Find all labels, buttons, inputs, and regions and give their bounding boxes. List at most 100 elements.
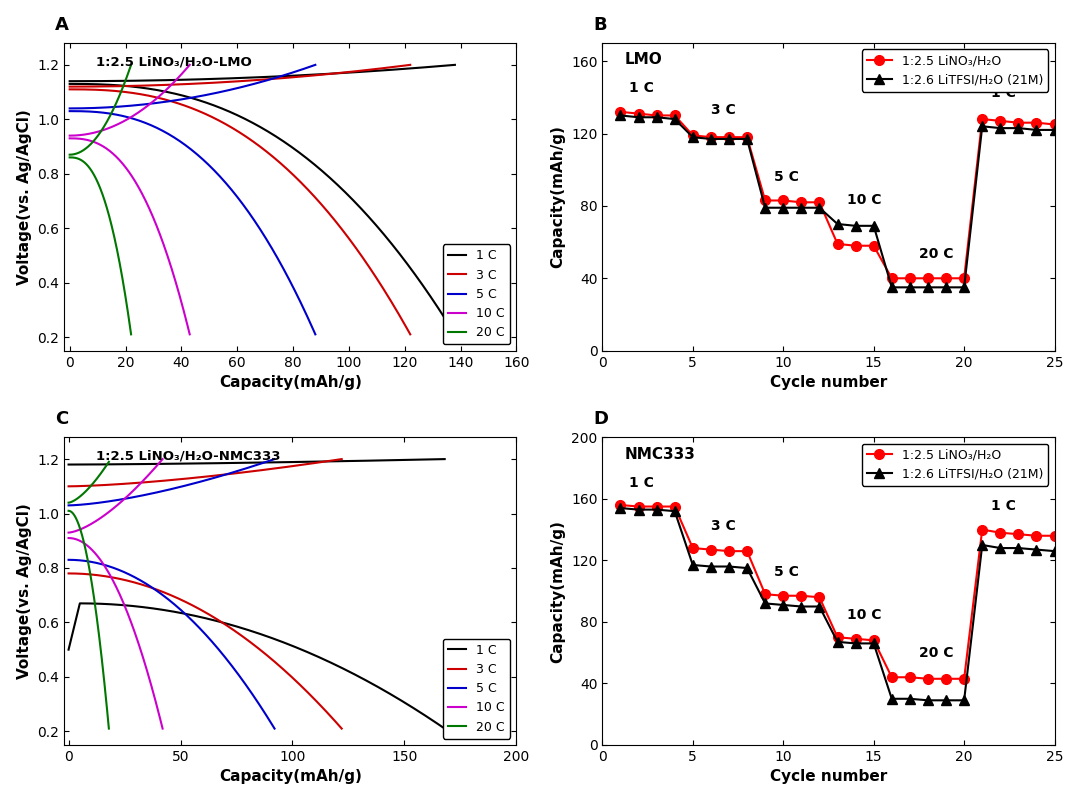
1:2.6 LiTFSI/H₂O (21M) <box>849 638 862 648</box>
1:2.5 LiNO₃/H₂O <box>903 273 916 283</box>
1:2.6 LiTFSI/H₂O (21M) <box>813 602 826 611</box>
1:2.6 LiTFSI/H₂O (21M) <box>686 560 699 570</box>
Text: D: D <box>593 410 608 428</box>
1:2.5 LiNO₃/H₂O <box>975 115 988 124</box>
1:2.6 LiTFSI/H₂O (21M) <box>886 694 899 703</box>
1:2.5 LiNO₃/H₂O <box>741 546 754 556</box>
1:2.5 LiNO₃/H₂O <box>632 501 645 511</box>
1:2.6 LiTFSI/H₂O (21M) <box>704 134 717 143</box>
1:2.5 LiNO₃/H₂O <box>813 593 826 602</box>
Legend: 1 C, 3 C, 5 C, 10 C, 20 C: 1 C, 3 C, 5 C, 10 C, 20 C <box>443 244 510 344</box>
Text: 5 C: 5 C <box>774 565 799 579</box>
1:2.5 LiNO₃/H₂O <box>795 591 808 601</box>
1:2.5 LiNO₃/H₂O <box>632 109 645 119</box>
1:2.5 LiNO₃/H₂O <box>940 273 953 283</box>
1:2.6 LiTFSI/H₂O (21M) <box>813 203 826 212</box>
1:2.5 LiNO₃/H₂O <box>849 241 862 251</box>
1:2.5 LiNO₃/H₂O <box>758 195 771 205</box>
Text: 1 C: 1 C <box>630 81 654 95</box>
Text: 20 C: 20 C <box>919 646 954 660</box>
1:2.6 LiTFSI/H₂O (21M) <box>921 695 934 705</box>
1:2.5 LiNO₃/H₂O <box>777 591 789 601</box>
1:2.6 LiTFSI/H₂O (21M) <box>1012 543 1025 553</box>
1:2.6 LiTFSI/H₂O (21M) <box>1030 125 1043 135</box>
1:2.5 LiNO₃/H₂O <box>958 674 971 683</box>
1:2.5 LiNO₃/H₂O <box>886 673 899 682</box>
Text: 3 C: 3 C <box>711 518 735 533</box>
1:2.5 LiNO₃/H₂O <box>686 131 699 140</box>
1:2.6 LiTFSI/H₂O (21M) <box>777 203 789 212</box>
1:2.5 LiNO₃/H₂O <box>795 198 808 207</box>
1:2.6 LiTFSI/H₂O (21M) <box>613 111 626 120</box>
1:2.5 LiNO₃/H₂O <box>650 501 663 511</box>
Legend: 1:2.5 LiNO₃/H₂O, 1:2.6 LiTFSI/H₂O (21M): 1:2.5 LiNO₃/H₂O, 1:2.6 LiTFSI/H₂O (21M) <box>862 50 1049 91</box>
1:2.6 LiTFSI/H₂O (21M) <box>994 123 1007 133</box>
X-axis label: Cycle number: Cycle number <box>770 769 887 784</box>
Text: 1 C: 1 C <box>991 87 1016 100</box>
1:2.6 LiTFSI/H₂O (21M) <box>831 219 843 229</box>
1:2.5 LiNO₃/H₂O <box>867 635 880 645</box>
1:2.6 LiTFSI/H₂O (21M) <box>632 112 645 122</box>
1:2.6 LiTFSI/H₂O (21M) <box>831 637 843 646</box>
Legend: 1 C, 3 C, 5 C, 10 C, 20 C: 1 C, 3 C, 5 C, 10 C, 20 C <box>443 638 510 739</box>
1:2.6 LiTFSI/H₂O (21M) <box>650 112 663 122</box>
1:2.5 LiNO₃/H₂O <box>1030 118 1043 127</box>
Text: 20 C: 20 C <box>919 248 954 261</box>
1:2.5 LiNO₃/H₂O <box>849 634 862 644</box>
Text: 10 C: 10 C <box>847 193 881 207</box>
1:2.5 LiNO₃/H₂O <box>813 198 826 207</box>
1:2.5 LiNO₃/H₂O <box>723 132 735 142</box>
1:2.5 LiNO₃/H₂O <box>669 501 681 511</box>
Text: LMO: LMO <box>625 52 663 67</box>
1:2.6 LiTFSI/H₂O (21M) <box>650 505 663 514</box>
1:2.6 LiTFSI/H₂O (21M) <box>613 503 626 513</box>
1:2.6 LiTFSI/H₂O (21M) <box>1048 546 1061 556</box>
1:2.6 LiTFSI/H₂O (21M) <box>723 134 735 143</box>
1:2.5 LiNO₃/H₂O <box>704 545 717 554</box>
1:2.6 LiTFSI/H₂O (21M) <box>1012 123 1025 133</box>
Text: 1:2.5 LiNO₃/H₂O-NMC333: 1:2.5 LiNO₃/H₂O-NMC333 <box>96 449 280 463</box>
1:2.6 LiTFSI/H₂O (21M) <box>867 221 880 231</box>
1:2.6 LiTFSI/H₂O (21M) <box>975 122 988 131</box>
1:2.5 LiNO₃/H₂O <box>758 590 771 599</box>
1:2.6 LiTFSI/H₂O (21M) <box>958 283 971 292</box>
Text: 1 C: 1 C <box>991 498 1016 513</box>
1:2.6 LiTFSI/H₂O (21M) <box>975 540 988 549</box>
1:2.6 LiTFSI/H₂O (21M) <box>867 638 880 648</box>
1:2.6 LiTFSI/H₂O (21M) <box>686 132 699 142</box>
1:2.6 LiTFSI/H₂O (21M) <box>758 598 771 608</box>
Text: B: B <box>593 16 607 34</box>
1:2.6 LiTFSI/H₂O (21M) <box>632 505 645 514</box>
1:2.6 LiTFSI/H₂O (21M) <box>1048 125 1061 135</box>
1:2.6 LiTFSI/H₂O (21M) <box>903 283 916 292</box>
Text: A: A <box>55 16 69 34</box>
1:2.6 LiTFSI/H₂O (21M) <box>741 563 754 573</box>
Text: 10 C: 10 C <box>847 608 881 622</box>
Y-axis label: Voltage(vs. Ag/AgCl): Voltage(vs. Ag/AgCl) <box>16 109 31 284</box>
1:2.6 LiTFSI/H₂O (21M) <box>758 203 771 212</box>
1:2.6 LiTFSI/H₂O (21M) <box>921 283 934 292</box>
Text: 5 C: 5 C <box>774 170 799 183</box>
1:2.6 LiTFSI/H₂O (21M) <box>704 562 717 571</box>
1:2.5 LiNO₃/H₂O <box>723 546 735 556</box>
Line: 1:2.5 LiNO₃/H₂O: 1:2.5 LiNO₃/H₂O <box>616 107 1059 284</box>
1:2.5 LiNO₃/H₂O <box>958 273 971 283</box>
1:2.6 LiTFSI/H₂O (21M) <box>940 695 953 705</box>
Line: 1:2.6 LiTFSI/H₂O (21M): 1:2.6 LiTFSI/H₂O (21M) <box>616 111 1059 292</box>
1:2.5 LiNO₃/H₂O <box>613 107 626 117</box>
1:2.5 LiNO₃/H₂O <box>777 195 789 205</box>
1:2.6 LiTFSI/H₂O (21M) <box>886 283 899 292</box>
Text: C: C <box>55 410 68 428</box>
1:2.5 LiNO₃/H₂O <box>1030 531 1043 541</box>
1:2.5 LiNO₃/H₂O <box>1048 119 1061 129</box>
1:2.6 LiTFSI/H₂O (21M) <box>903 694 916 703</box>
1:2.6 LiTFSI/H₂O (21M) <box>723 562 735 571</box>
1:2.5 LiNO₃/H₂O <box>686 543 699 553</box>
1:2.6 LiTFSI/H₂O (21M) <box>795 602 808 611</box>
Y-axis label: Voltage(vs. Ag/AgCl): Voltage(vs. Ag/AgCl) <box>16 503 31 679</box>
1:2.6 LiTFSI/H₂O (21M) <box>669 506 681 516</box>
1:2.6 LiTFSI/H₂O (21M) <box>795 203 808 212</box>
1:2.5 LiNO₃/H₂O <box>886 273 899 283</box>
1:2.5 LiNO₃/H₂O <box>650 111 663 120</box>
1:2.5 LiNO₃/H₂O <box>613 500 626 509</box>
